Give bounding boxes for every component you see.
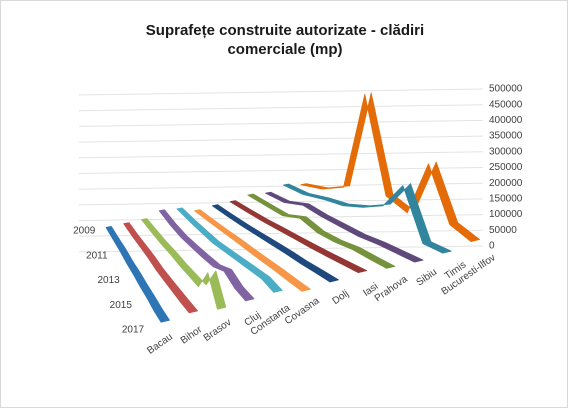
grid-line [78,182,484,190]
y-tick-label: 450000 [489,99,523,110]
category-label: Brasov [202,317,234,344]
ribbon [265,191,424,263]
y-tick-label: 150000 [489,194,523,205]
y-tick-label: 250000 [489,162,523,173]
grid-line [78,104,484,112]
depth-tick-label: 2009 [73,226,96,237]
y-tick-label: 350000 [489,131,523,142]
depth-tick-label: 2017 [122,325,145,336]
ribbon [158,209,255,302]
y-tick-label: 300000 [489,146,523,157]
ribbon [141,218,227,310]
chart-title: Suprafețe construite autorizate - clădir… [145,22,425,58]
y-tick-label: 0 [489,241,495,252]
y-tick-label: 400000 [489,115,523,126]
grid-line [78,229,484,237]
depth-tick-label: 2011 [86,250,108,261]
depth-tick-label: 2015 [110,300,133,311]
grid-line [78,151,484,159]
category-label: Sibiu [414,267,439,289]
grid-line [78,167,484,174]
y-tick-label: 500000 [489,84,523,95]
category-label: Bacau [145,331,175,356]
grid-line [78,135,484,143]
depth-tick-label: 2013 [97,275,120,286]
y-tick-label: 200000 [489,178,523,189]
ribbon [105,225,170,323]
grid-line [78,88,484,96]
ribbon [282,183,452,254]
grid-line [78,119,484,127]
ribbon [247,193,396,269]
y-tick-label: 100000 [489,209,523,220]
ribbon [176,207,283,293]
ribbon [211,204,339,283]
y-tick-label: 50000 [489,225,517,236]
ribbon [229,200,368,274]
ribbon [123,222,199,314]
category-label: Dolj [331,288,351,307]
ribbon [300,92,480,243]
ribbon [194,209,311,292]
